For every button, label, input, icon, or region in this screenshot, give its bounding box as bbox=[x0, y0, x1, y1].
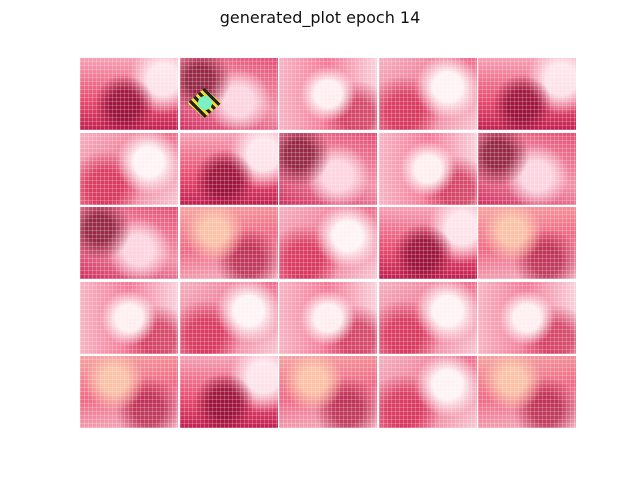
generated-image-tile bbox=[478, 281, 576, 354]
generated-image-tile bbox=[179, 58, 278, 130]
artifact-blob bbox=[187, 88, 222, 118]
generated-image-tile bbox=[80, 132, 178, 205]
generated-image-tile bbox=[179, 356, 278, 428]
generated-image-tile bbox=[378, 207, 477, 279]
generated-image-tile bbox=[378, 132, 477, 205]
generated-image-tile bbox=[279, 132, 377, 205]
generated-image-tile bbox=[80, 58, 178, 130]
generated-image-tile bbox=[179, 207, 278, 279]
generated-image-tile bbox=[378, 58, 477, 130]
generated-image-tile bbox=[80, 207, 178, 279]
generated-image-grid bbox=[80, 58, 576, 428]
generated-image-tile bbox=[478, 58, 576, 130]
figure-title: generated_plot epoch 14 bbox=[219, 8, 421, 27]
generated-image-tile bbox=[80, 356, 178, 428]
generated-image-tile bbox=[478, 207, 576, 279]
generated-image-tile bbox=[378, 281, 477, 354]
generated-image-tile bbox=[378, 356, 477, 428]
generated-image-tile bbox=[279, 356, 377, 428]
generated-image-tile bbox=[80, 281, 178, 354]
generated-image-tile bbox=[478, 356, 576, 428]
generated-image-tile bbox=[179, 132, 278, 205]
generated-image-tile bbox=[478, 132, 576, 205]
generated-image-tile bbox=[279, 207, 377, 279]
generated-image-tile bbox=[179, 281, 278, 354]
generated-image-tile bbox=[279, 58, 377, 130]
generated-image-tile bbox=[279, 281, 377, 354]
